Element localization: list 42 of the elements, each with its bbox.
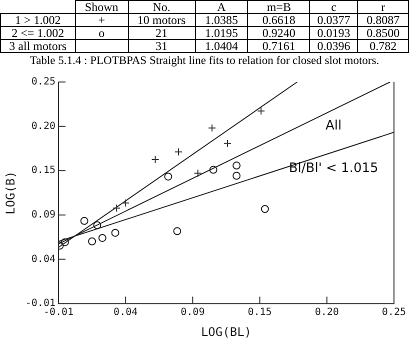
text: r: [358, 0, 408, 14]
text: 0.8087: [358, 13, 408, 27]
y-tick-label: 0.15: [31, 165, 56, 176]
text: 1 > 1.002: [0, 13, 76, 27]
x-tick-label: 0.15: [248, 307, 272, 318]
text: 31: [128, 39, 196, 53]
text: 0.782: [358, 39, 408, 53]
text: m=B: [248, 0, 310, 14]
y-axis-title: LOG(B): [3, 171, 18, 214]
text: 10 motors: [128, 13, 196, 27]
y-tick-label: 0.20: [31, 120, 56, 132]
y-tick-label: 0.25: [31, 76, 56, 88]
text: 21: [128, 26, 196, 40]
text: o: [75, 26, 128, 40]
text: 0.8500: [358, 26, 408, 40]
text: 0.0396: [310, 39, 358, 53]
text: 0.9240: [248, 26, 310, 40]
x-axis-title: LOG(BL): [200, 324, 252, 339]
text: No.: [128, 0, 196, 14]
y-tick-label: 0.04: [31, 254, 56, 265]
x-tick-label: -0.01: [43, 307, 74, 318]
x-tick-label: 0.25: [382, 307, 406, 318]
x-tick-label: 0.04: [114, 307, 138, 318]
text: 3 all motors: [0, 39, 76, 53]
x-tick-label: 0.09: [180, 307, 205, 318]
series-label: All: [326, 118, 342, 134]
series-label: Bl/Bl' < 1.015: [288, 160, 378, 176]
text: 2 <= 1.002: [0, 26, 76, 40]
text: 0.0193: [310, 26, 358, 40]
x-tick-label: 0.20: [314, 307, 339, 318]
text: 0.6618: [248, 13, 310, 27]
text: 1.0404: [195, 39, 248, 53]
text: c: [310, 0, 358, 14]
text: 0.0377: [310, 13, 358, 27]
text: Shown: [75, 0, 128, 14]
text: 0.7161: [248, 39, 310, 53]
text: 1.0195: [195, 26, 248, 40]
text: A: [195, 0, 248, 14]
text: 1.0385: [195, 13, 248, 27]
text: +: [75, 13, 128, 27]
y-tick-label: 0.09: [31, 210, 56, 221]
text: Table 5.1.4 : PLOTBPAS Straight line fits to relation for closed slot motors.: [28, 55, 380, 67]
